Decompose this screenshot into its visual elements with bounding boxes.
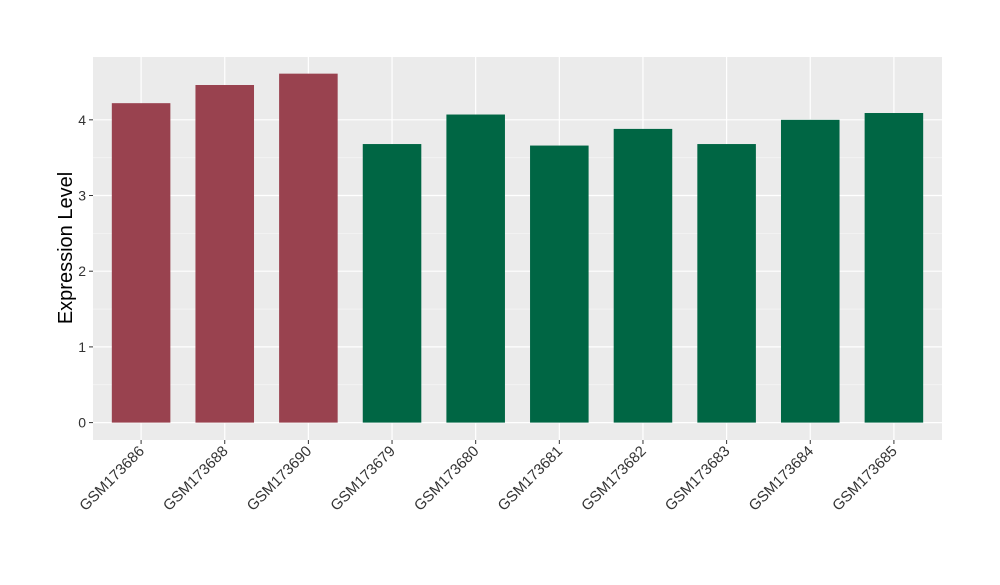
x-tick-label: GSM173685	[829, 443, 901, 515]
bar	[864, 113, 924, 423]
bar	[613, 128, 673, 423]
x-tick-label: GSM173680	[411, 443, 483, 515]
bar	[111, 103, 171, 423]
x-tick-label: GSM173679	[327, 443, 399, 515]
x-tick-label: GSM173688	[160, 443, 232, 515]
bar	[697, 144, 756, 423]
y-tick-label: 2	[78, 263, 86, 279]
x-tick-label: GSM173683	[662, 443, 734, 515]
y-tick-label: 0	[78, 415, 86, 431]
bar	[362, 144, 422, 423]
bar	[279, 73, 338, 423]
x-tick-label: GSM173681	[495, 443, 567, 515]
y-tick-label: 4	[78, 112, 86, 128]
x-tick-label: GSM173686	[76, 443, 148, 515]
y-axis-title: Expression Level	[55, 172, 77, 324]
x-tick-label: GSM173690	[244, 443, 316, 515]
y-tick-label: 1	[78, 339, 86, 355]
bar	[530, 145, 589, 423]
bar	[446, 114, 505, 423]
x-tick-label: GSM173682	[578, 443, 650, 515]
x-tick-label: GSM173684	[746, 443, 818, 515]
y-tick-label: 3	[78, 188, 86, 204]
bar	[780, 119, 840, 423]
bar	[195, 85, 255, 423]
